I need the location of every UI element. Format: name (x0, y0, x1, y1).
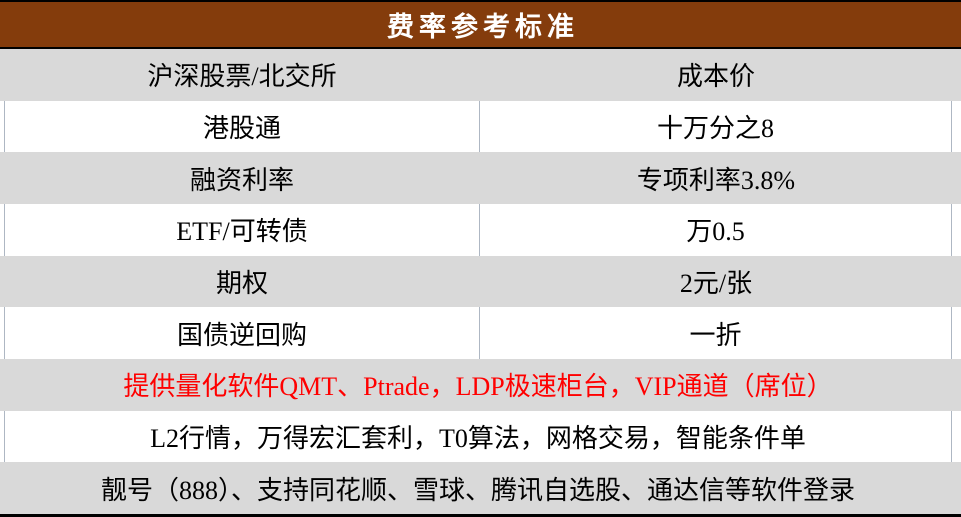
note-row-highlight: 提供量化软件QMT、Ptrade，LDP极速柜台，VIP通道（席位） (0, 359, 961, 411)
table-row: ETF/可转债 万0.5 (0, 204, 961, 256)
table-row: 沪深股票/北交所 成本价 (0, 49, 961, 101)
grid-edge (952, 411, 961, 463)
grid-edge (952, 101, 961, 153)
row-value: 成本价 (676, 62, 755, 92)
row-value-cell: 万0.5 (480, 204, 952, 256)
table-title-bar: 费率参考标准 (0, 2, 961, 49)
note-cell: 靓号（888）、支持同花顺、雪球、腾讯自选股、通达信等软件登录 (4, 462, 952, 514)
grid-edge (952, 49, 961, 101)
row-label: 国债逆回购 (176, 320, 307, 350)
row-label-cell: 国债逆回购 (4, 307, 480, 360)
note-text: 靓号（888）、支持同花顺、雪球、腾讯自选股、通达信等软件登录 (100, 475, 855, 505)
row-label-cell: 港股通 (4, 100, 480, 153)
note-text: 提供量化软件QMT、Ptrade，LDP极速柜台，VIP通道（席位） (123, 372, 833, 402)
row-label-cell: 沪深股票/北交所 (4, 49, 480, 101)
row-label: 港股通 (202, 114, 281, 143)
row-value-cell: 一折 (480, 307, 952, 360)
row-value: 专项利率3.8% (636, 165, 796, 195)
row-value: 2元/张 (679, 269, 753, 299)
table-row: 融资利率 专项利率3.8% (0, 152, 961, 205)
table-title: 费率参考标准 (387, 12, 579, 42)
grid-edge (952, 462, 961, 514)
row-value-cell: 成本价 (480, 49, 952, 101)
row-label-cell: 期权 (4, 256, 480, 308)
grid-edge (952, 256, 961, 308)
row-label: 沪深股票/北交所 (147, 62, 337, 92)
row-value: 一折 (689, 320, 742, 350)
grid-edge (952, 152, 961, 204)
grid-edge (952, 307, 961, 359)
note-row: L2行情，万得宏汇套利，T0算法，网格交易，智能条件单 (0, 410, 961, 463)
row-label: ETF/可转债 (176, 217, 308, 247)
table-row: 期权 2元/张 (0, 255, 961, 308)
row-value: 十万分之8 (656, 114, 774, 143)
row-value-cell: 十万分之8 (480, 100, 952, 153)
grid-edge (952, 359, 961, 411)
row-value: 万0.5 (686, 217, 745, 247)
note-row: 靓号（888）、支持同花顺、雪球、腾讯自选股、通达信等软件登录 (0, 462, 961, 515)
note-cell: L2行情，万得宏汇套利，T0算法，网格交易，智能条件单 (4, 410, 952, 463)
row-value-cell: 2元/张 (480, 256, 952, 308)
row-label: 融资利率 (189, 165, 294, 195)
table-row: 港股通 十万分之8 (0, 100, 961, 153)
row-label-cell: ETF/可转债 (4, 204, 480, 256)
row-label-cell: 融资利率 (4, 152, 480, 204)
row-value-cell: 专项利率3.8% (480, 152, 952, 204)
row-label: 期权 (215, 269, 268, 299)
note-cell: 提供量化软件QMT、Ptrade，LDP极速柜台，VIP通道（席位） (4, 359, 952, 411)
grid-edge (952, 204, 961, 256)
table-row: 国债逆回购 一折 (0, 307, 961, 360)
note-text: L2行情，万得宏汇套利，T0算法，网格交易，智能条件单 (150, 424, 806, 454)
